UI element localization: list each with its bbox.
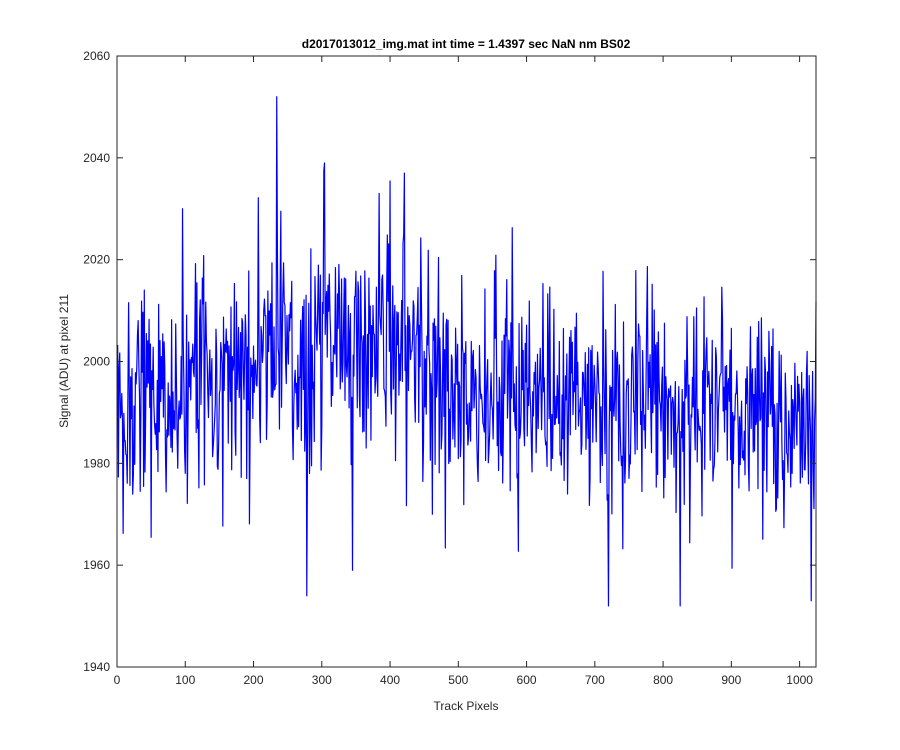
x-tick-label: 900 [721, 673, 741, 687]
data-layer [117, 96, 817, 607]
y-tick-label: 1940 [83, 660, 110, 674]
x-tick-label: 700 [585, 673, 605, 687]
x-tick-label: 100 [175, 673, 195, 687]
x-axis: 0 100 200 300 400 500 600 700 800 900 1000 [114, 56, 813, 687]
x-tick-label: 400 [380, 673, 400, 687]
x-tick-label: 500 [448, 673, 468, 687]
signal-series-line [117, 96, 817, 607]
y-axis-label: Signal (ADU) at pixel 211 [57, 294, 71, 428]
y-tick-label: 2000 [83, 355, 110, 369]
x-tick-label: 0 [114, 673, 121, 687]
x-tick-label: 1000 [786, 673, 813, 687]
y-tick-label: 1980 [83, 456, 110, 470]
x-tick-label: 200 [244, 673, 264, 687]
y-tick-label: 2020 [83, 253, 110, 267]
x-tick-label: 600 [517, 673, 537, 687]
y-tick-label: 1960 [83, 558, 110, 572]
y-tick-label: 2060 [83, 49, 110, 63]
y-axis: 1940 1960 1980 2000 2020 2040 2060 [83, 49, 816, 674]
chart-title: d2017013012_img.mat int time = 1.4397 se… [302, 37, 631, 51]
y-tick-label: 2040 [83, 151, 110, 165]
x-tick-label: 300 [312, 673, 332, 687]
x-tick-label: 800 [653, 673, 673, 687]
x-axis-label: Track Pixels [434, 699, 499, 713]
